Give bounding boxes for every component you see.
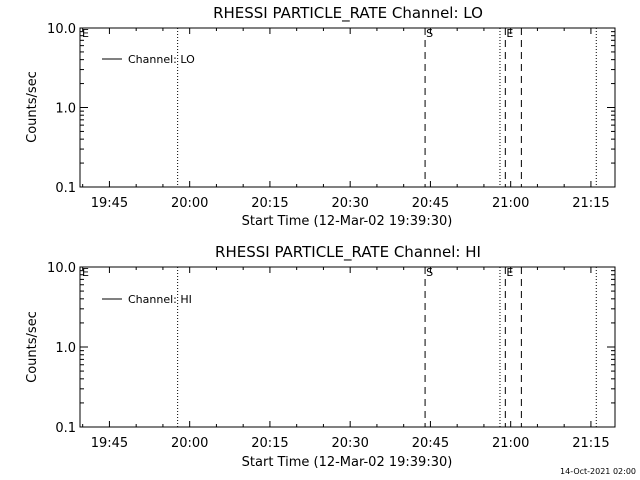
marker-label: E (506, 266, 513, 279)
x-tick-label: 20:45 (412, 436, 449, 451)
y-tick-label: 10.0 (47, 261, 76, 276)
plot-frame (79, 266, 616, 428)
x-tick-label: 21:15 (572, 196, 609, 211)
y-axis-label: Counts/sec (25, 311, 40, 383)
corner-mark: E (82, 27, 89, 40)
marker-label: S (426, 266, 433, 279)
legend-label: Channel: LO (128, 53, 195, 66)
corner-mark: E (82, 266, 89, 279)
chart-title: RHESSI PARTICLE_RATE Channel: HI (215, 243, 481, 262)
x-tick-label: 20:30 (331, 436, 368, 451)
panel-lo: RHESSI PARTICLE_RATE Channel: LO 19:45 20… (25, 4, 616, 229)
x-tick-label: 20:00 (171, 436, 208, 451)
x-axis-label: Start Time (12-Mar-02 19:39:30) (242, 455, 453, 470)
panel-hi: RHESSI PARTICLE_RATE Channel: HI 19:45 20… (25, 243, 616, 470)
plot-frame (79, 27, 616, 188)
x-tick-label: 20:00 (171, 196, 208, 211)
x-tick-label: 19:45 (91, 436, 128, 451)
x-tick-label: 20:30 (331, 196, 368, 211)
plot-area-1: 19:45 20:00 20:15 20:30 20:45 21:00 21:15 0.1 1.… (47, 261, 615, 451)
x-axis-label: Start Time (12-Mar-02 19:39:30) (242, 214, 453, 229)
x-tick-label: 20:15 (251, 196, 288, 211)
x-tick-label: 20:45 (412, 196, 449, 211)
legend-label: Channel: HI (128, 293, 192, 306)
y-tick-label: 1.0 (55, 341, 76, 356)
y-axis-label: Counts/sec (25, 71, 40, 143)
chart-title: RHESSI PARTICLE_RATE Channel: LO (213, 4, 483, 23)
plot-area-0: 19:45 20:00 20:15 20:30 20:45 21:00 21:15 0.1 1.… (47, 22, 615, 211)
footer-timestamp: 14-Oct-2021 02:00 (560, 467, 636, 476)
marker-label: S (426, 27, 433, 40)
x-tick-label: 21:00 (492, 196, 529, 211)
x-tick-label: 20:15 (251, 436, 288, 451)
x-tick-label: 19:45 (91, 196, 128, 211)
y-tick-label: 0.1 (55, 181, 76, 196)
x-tick-label: 21:00 (492, 436, 529, 451)
x-tick-label: 21:15 (572, 436, 609, 451)
y-tick-label: 0.1 (55, 421, 76, 436)
y-tick-label: 10.0 (47, 22, 76, 37)
marker-label: E (506, 27, 513, 40)
y-tick-label: 1.0 (55, 102, 76, 117)
